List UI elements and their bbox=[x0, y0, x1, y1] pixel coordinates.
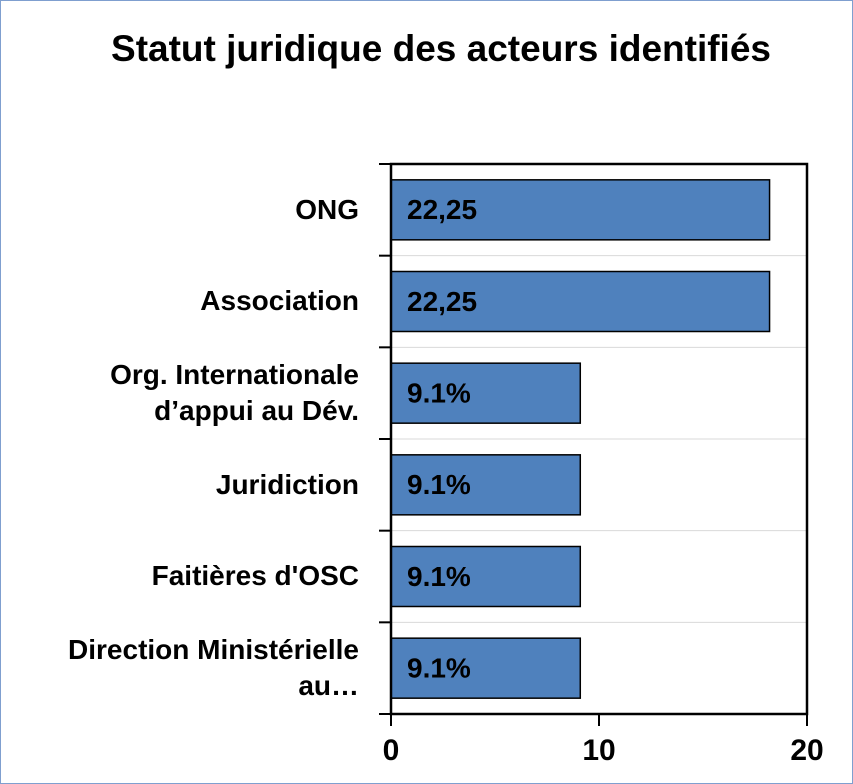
y-tick-label: Juridiction bbox=[215, 468, 359, 500]
bar bbox=[390, 362, 582, 424]
bar bbox=[390, 270, 771, 333]
value-label: 22,25 bbox=[407, 286, 477, 317]
x-tick-label: 0 bbox=[383, 734, 400, 767]
x-tick-label: 20 bbox=[790, 734, 823, 767]
value-label: 9.1% bbox=[407, 469, 471, 500]
x-tick-label: 10 bbox=[582, 734, 615, 767]
y-tick-label: Org. Internationale d’appui au Dév. bbox=[110, 359, 359, 427]
bar bbox=[390, 637, 582, 699]
value-label: 9.1% bbox=[407, 561, 471, 592]
y-tick-label: Direction Ministérielle au… bbox=[68, 634, 359, 702]
value-label: 9.1% bbox=[407, 653, 471, 684]
y-tick-label: ONG bbox=[295, 193, 359, 225]
value-label: 22,25 bbox=[407, 194, 477, 225]
y-tick-label: Association bbox=[200, 285, 359, 317]
bar bbox=[390, 545, 582, 608]
bar bbox=[390, 454, 582, 516]
chart-title: Statut juridique des acteurs identifiés bbox=[111, 28, 771, 69]
value-label: 9.1% bbox=[407, 378, 471, 409]
y-tick-label: Faitières d'OSC bbox=[151, 560, 359, 592]
